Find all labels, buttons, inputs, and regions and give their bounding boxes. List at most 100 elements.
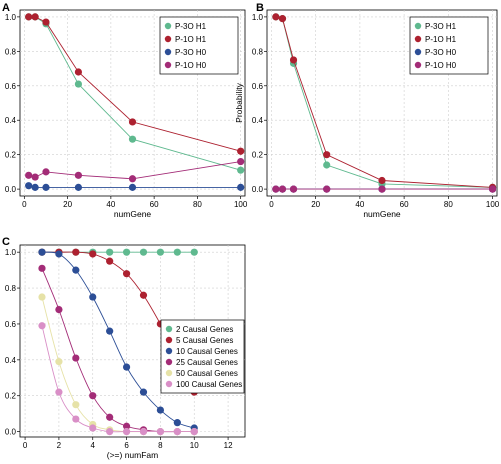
data-point — [278, 185, 287, 193]
data-point — [488, 185, 497, 193]
data-point — [55, 388, 63, 396]
data-point — [156, 248, 165, 256]
data-point — [272, 185, 280, 193]
data-point — [38, 322, 46, 330]
y-tick-label: 1.0 — [252, 13, 264, 22]
chart-panel-a: A 0 20 40 60 80 100 0.0 0.2 0.4 0.6 0.8 1.0 numGene Pr… — [2, 2, 248, 219]
data-point — [173, 248, 181, 256]
x-tick-label: 10 — [190, 441, 199, 450]
legend-marker — [165, 380, 173, 388]
legend-label: P-1O H0 — [425, 61, 457, 70]
legend: P-3O H1 P-1O H1 P-3O H0 P-1O H0 — [409, 16, 489, 75]
legend-label: 10 Causal Genes — [176, 347, 238, 356]
x-tick-label: 12 — [224, 441, 233, 450]
y-tick-label: 0.8 — [5, 284, 17, 293]
series-p-1o-h0 — [25, 157, 245, 183]
data-point — [38, 293, 46, 301]
x-tick-label: 4 — [91, 441, 96, 450]
data-point — [122, 428, 131, 436]
data-point — [237, 157, 245, 166]
data-point — [25, 182, 33, 190]
data-point — [139, 388, 148, 396]
legend-label: 2 Causal Genes — [176, 325, 233, 334]
y-tick-label: 0.6 — [5, 82, 17, 91]
data-point — [156, 406, 165, 414]
series-p-1o-h1 — [25, 13, 245, 155]
y-tick-label: 0.2 — [252, 151, 264, 160]
data-point — [42, 18, 50, 26]
x-tick-label: 100 — [234, 200, 248, 209]
data-point — [72, 248, 80, 256]
data-point — [55, 305, 63, 314]
legend-label: 5 Causal Genes — [176, 336, 233, 345]
data-point — [122, 270, 131, 278]
x-axis-title: numGene — [363, 209, 401, 219]
legend-box — [160, 319, 245, 394]
x-tick-label: 0 — [22, 200, 27, 209]
legend-label: P-3O H0 — [175, 48, 207, 57]
panel-letter: B — [256, 2, 264, 14]
y-tick-label: 0.4 — [5, 356, 17, 365]
x-tick-label: 20 — [63, 200, 72, 209]
data-point — [128, 183, 137, 191]
data-point — [42, 183, 50, 191]
legend-label: 100 Causal Genes — [176, 380, 242, 389]
x-tick-label: 80 — [444, 200, 453, 209]
legend-marker — [164, 48, 172, 56]
data-point — [25, 13, 33, 21]
data-point — [31, 173, 39, 181]
series-10-causal-genes — [38, 248, 198, 432]
data-point — [55, 250, 63, 258]
data-point — [289, 56, 298, 64]
data-point — [89, 250, 97, 258]
data-point — [106, 413, 114, 421]
legend-box — [409, 16, 489, 75]
y-axis-title: Probability — [234, 82, 244, 122]
x-tick-label: 60 — [400, 200, 409, 209]
chart-panel-b: B 0 20 40 60 80 100 0.0 0.2 0.4 0.6 0.8 1.0 numGene Pr… — [234, 2, 500, 219]
legend-marker — [414, 61, 422, 69]
panel-letter: C — [2, 236, 10, 248]
legend-marker — [165, 325, 173, 333]
legend-marker — [165, 358, 173, 366]
data-point — [74, 80, 83, 88]
series-line — [41, 251, 195, 429]
legend-label: P-1O H0 — [175, 61, 207, 70]
x-tick-label: 0 — [269, 200, 274, 209]
data-point — [55, 358, 63, 366]
legend-label: P-1O H1 — [175, 35, 207, 44]
y-tick-label: 0.2 — [5, 151, 17, 160]
data-point — [323, 161, 331, 169]
data-point — [128, 118, 137, 126]
x-tick-label: 40 — [106, 200, 115, 209]
data-point — [74, 68, 83, 76]
data-point — [89, 293, 97, 301]
legend-marker — [414, 35, 422, 43]
legend-label: P-3O H1 — [175, 22, 207, 31]
data-point — [173, 428, 181, 436]
data-point — [72, 266, 80, 274]
x-tick-label: 8 — [158, 441, 163, 450]
legend-marker — [165, 347, 173, 355]
data-point — [237, 147, 245, 155]
data-point — [38, 248, 46, 256]
data-point — [128, 175, 137, 183]
data-point — [106, 428, 114, 436]
data-point — [42, 168, 50, 176]
data-point — [237, 166, 245, 174]
x-tick-label: 20 — [311, 200, 320, 209]
x-tick-label: 2 — [57, 441, 62, 450]
series-p-1o-h1 — [272, 13, 497, 191]
data-point — [89, 424, 97, 432]
y-tick-label: 0.4 — [252, 116, 264, 125]
data-point — [122, 363, 131, 371]
data-point — [31, 183, 39, 191]
data-point — [74, 171, 83, 179]
data-point — [106, 248, 114, 256]
x-axis-title: numGene — [114, 209, 152, 219]
series-100-causal-genes — [38, 322, 198, 436]
y-tick-label: 1.0 — [5, 248, 17, 257]
legend-marker — [414, 22, 422, 30]
